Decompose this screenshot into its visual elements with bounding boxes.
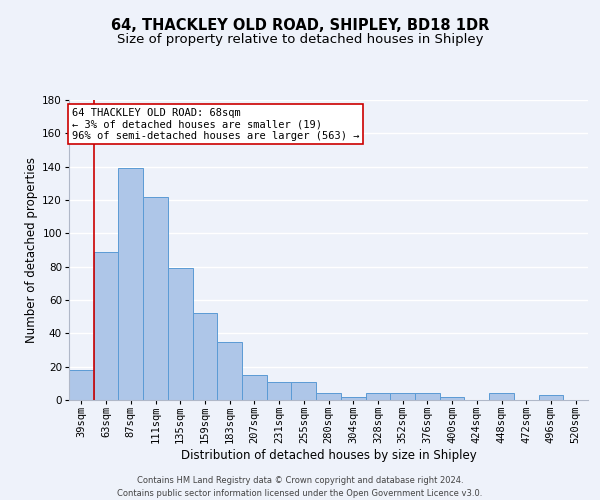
Text: Size of property relative to detached houses in Shipley: Size of property relative to detached ho…	[117, 32, 483, 46]
X-axis label: Distribution of detached houses by size in Shipley: Distribution of detached houses by size …	[181, 448, 476, 462]
Bar	[168, 268, 193, 400]
Bar	[69, 370, 94, 400]
Bar	[489, 394, 514, 400]
Bar	[143, 196, 168, 400]
Bar	[415, 394, 440, 400]
Bar	[365, 394, 390, 400]
Bar	[292, 382, 316, 400]
Bar	[440, 396, 464, 400]
Text: 64, THACKLEY OLD ROAD, SHIPLEY, BD18 1DR: 64, THACKLEY OLD ROAD, SHIPLEY, BD18 1DR	[111, 18, 489, 32]
Bar	[94, 252, 118, 400]
Text: Contains HM Land Registry data © Crown copyright and database right 2024.
Contai: Contains HM Land Registry data © Crown c…	[118, 476, 482, 498]
Bar	[242, 375, 267, 400]
Bar	[316, 394, 341, 400]
Bar	[390, 394, 415, 400]
Bar	[193, 314, 217, 400]
Bar	[217, 342, 242, 400]
Bar	[118, 168, 143, 400]
Bar	[267, 382, 292, 400]
Bar	[341, 396, 365, 400]
Bar	[539, 395, 563, 400]
Y-axis label: Number of detached properties: Number of detached properties	[25, 157, 38, 343]
Text: 64 THACKLEY OLD ROAD: 68sqm
← 3% of detached houses are smaller (19)
96% of semi: 64 THACKLEY OLD ROAD: 68sqm ← 3% of deta…	[71, 108, 359, 140]
